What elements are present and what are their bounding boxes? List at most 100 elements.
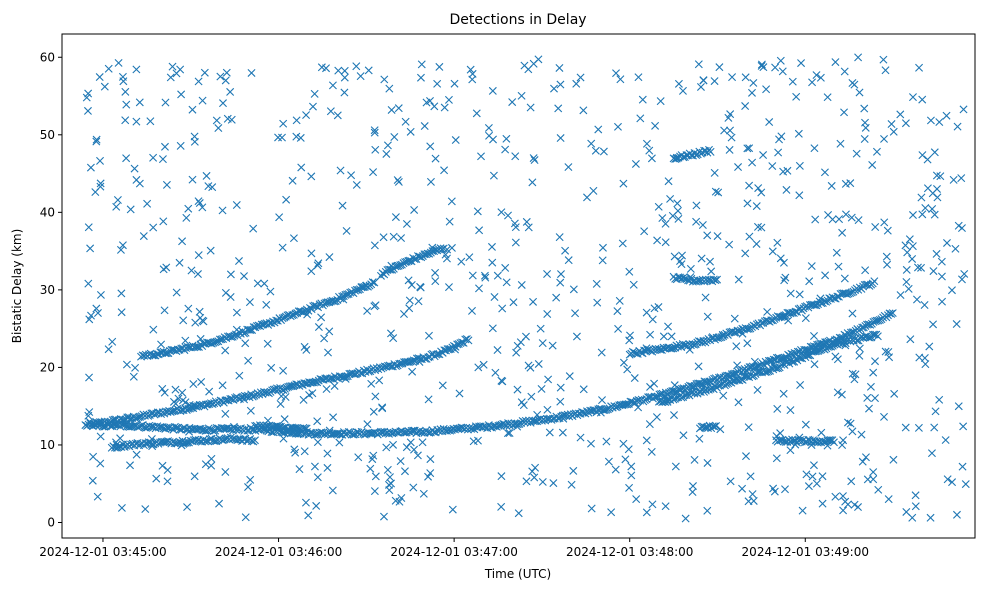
detection-marker xyxy=(196,313,205,322)
detection-marker xyxy=(913,263,922,272)
detection-marker xyxy=(830,340,839,349)
detection-marker xyxy=(795,191,804,200)
detection-marker xyxy=(534,55,543,64)
detection-marker xyxy=(714,188,723,197)
detection-marker xyxy=(407,426,416,435)
detection-marker xyxy=(488,258,497,267)
detection-marker xyxy=(413,451,422,460)
detection-marker xyxy=(613,307,622,316)
detection-marker xyxy=(385,486,394,495)
detection-marker xyxy=(82,93,91,102)
detection-marker xyxy=(808,78,817,87)
detection-marker xyxy=(642,139,651,148)
detection-marker xyxy=(741,102,750,111)
detection-marker xyxy=(310,462,319,471)
detection-marker xyxy=(511,238,520,247)
detection-marker xyxy=(502,134,511,143)
detection-marker xyxy=(410,426,419,435)
detection-marker xyxy=(262,421,271,430)
detection-marker xyxy=(618,239,627,248)
detection-marker xyxy=(348,430,356,439)
detection-marker xyxy=(579,106,588,115)
detection-marker xyxy=(938,297,947,306)
detection-marker xyxy=(444,426,453,435)
detection-marker xyxy=(352,285,361,294)
detection-marker xyxy=(873,332,882,341)
detection-marker xyxy=(390,133,399,142)
detection-marker xyxy=(363,306,372,315)
detection-marker xyxy=(698,221,707,229)
detection-marker xyxy=(310,430,319,439)
detection-marker xyxy=(850,375,859,384)
y-tick-label: 50 xyxy=(40,128,55,142)
detection-marker xyxy=(917,263,926,272)
detection-marker xyxy=(289,234,298,243)
detection-marker xyxy=(370,278,379,287)
detection-marker xyxy=(375,376,384,385)
detection-marker xyxy=(126,461,135,470)
detection-marker xyxy=(776,56,785,65)
detection-marker xyxy=(854,216,863,225)
detection-marker xyxy=(475,226,484,235)
detection-marker xyxy=(929,267,938,276)
detection-marker xyxy=(556,383,565,392)
detection-marker xyxy=(711,187,720,196)
detection-marker xyxy=(846,328,855,337)
detection-marker xyxy=(538,339,547,348)
detection-marker xyxy=(908,513,917,522)
detection-marker xyxy=(548,341,557,350)
detection-marker xyxy=(85,408,94,417)
detection-marker xyxy=(732,342,741,351)
detection-marker xyxy=(163,477,172,486)
detection-marker xyxy=(522,477,531,486)
detection-marker xyxy=(552,293,561,302)
detection-marker xyxy=(651,344,660,353)
detection-marker xyxy=(369,168,378,177)
detection-marker xyxy=(661,502,670,511)
detection-marker xyxy=(407,280,416,289)
detection-marker xyxy=(96,179,105,188)
detection-marker xyxy=(328,486,337,495)
detection-marker xyxy=(216,72,225,81)
detection-marker xyxy=(405,296,414,305)
detection-marker xyxy=(770,487,779,496)
detection-marker xyxy=(477,152,486,161)
detection-marker xyxy=(611,465,620,474)
detection-marker xyxy=(604,457,613,466)
detection-marker xyxy=(206,246,215,255)
detection-marker xyxy=(697,254,706,263)
detection-marker xyxy=(778,67,787,76)
detection-marker xyxy=(307,267,316,276)
detection-marker xyxy=(468,306,476,315)
detection-marker xyxy=(96,459,105,468)
detection-marker xyxy=(908,254,917,263)
detection-marker xyxy=(598,256,607,265)
y-axis-ticks: 0 10 20 30 40 50 60 xyxy=(40,50,62,529)
detection-marker xyxy=(402,443,411,452)
detection-marker xyxy=(323,449,332,458)
detection-marker xyxy=(774,148,783,157)
detection-marker xyxy=(688,340,697,349)
detection-marker xyxy=(168,62,177,71)
detection-marker xyxy=(674,214,683,223)
detection-marker xyxy=(320,430,329,439)
detection-marker xyxy=(416,73,425,82)
detection-marker xyxy=(648,315,657,324)
detection-marker xyxy=(383,465,392,474)
detection-marker xyxy=(534,359,543,368)
detection-marker xyxy=(232,308,241,317)
detection-marker xyxy=(314,259,323,268)
detection-marker xyxy=(92,137,101,146)
detection-marker xyxy=(364,66,373,75)
detection-marker xyxy=(326,107,335,116)
detection-marker xyxy=(890,389,899,398)
detection-marker xyxy=(640,227,649,236)
detection-marker xyxy=(369,407,378,416)
detection-marker xyxy=(807,441,816,450)
detection-marker xyxy=(930,210,939,219)
detection-marker xyxy=(513,341,522,350)
detection-marker xyxy=(596,408,605,417)
detection-marker xyxy=(191,342,200,351)
detection-marker xyxy=(382,149,391,158)
detection-marker xyxy=(670,411,678,420)
